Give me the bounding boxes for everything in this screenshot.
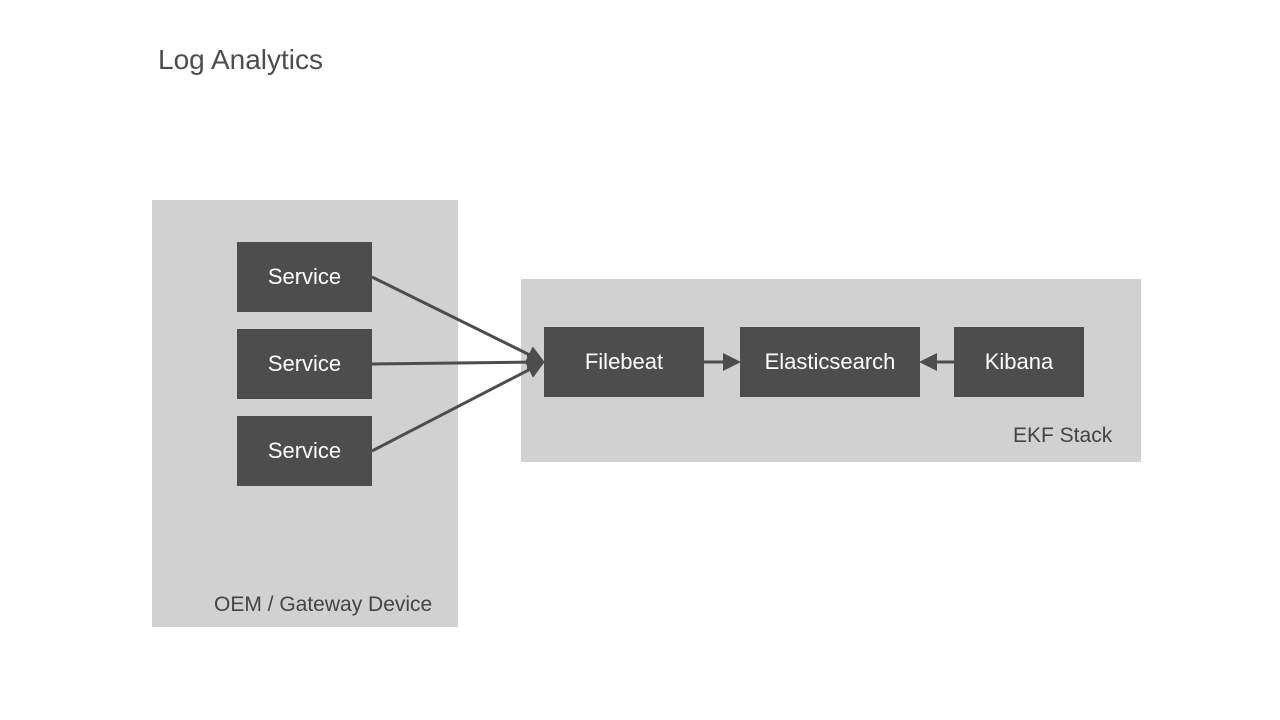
node-elasticsearch: Elasticsearch <box>740 327 920 397</box>
container-oem-label: OEM / Gateway Device <box>214 593 432 617</box>
node-label: Service <box>268 264 341 290</box>
node-label: Filebeat <box>585 349 663 375</box>
container-ekf-label: EKF Stack <box>1013 424 1112 448</box>
node-service-3: Service <box>237 416 372 486</box>
node-filebeat: Filebeat <box>544 327 704 397</box>
node-label: Service <box>268 438 341 464</box>
node-kibana: Kibana <box>954 327 1084 397</box>
node-label: Elasticsearch <box>765 349 896 375</box>
page-title: Log Analytics <box>158 44 323 76</box>
node-label: Kibana <box>985 349 1054 375</box>
node-service-2: Service <box>237 329 372 399</box>
node-service-1: Service <box>237 242 372 312</box>
node-label: Service <box>268 351 341 377</box>
